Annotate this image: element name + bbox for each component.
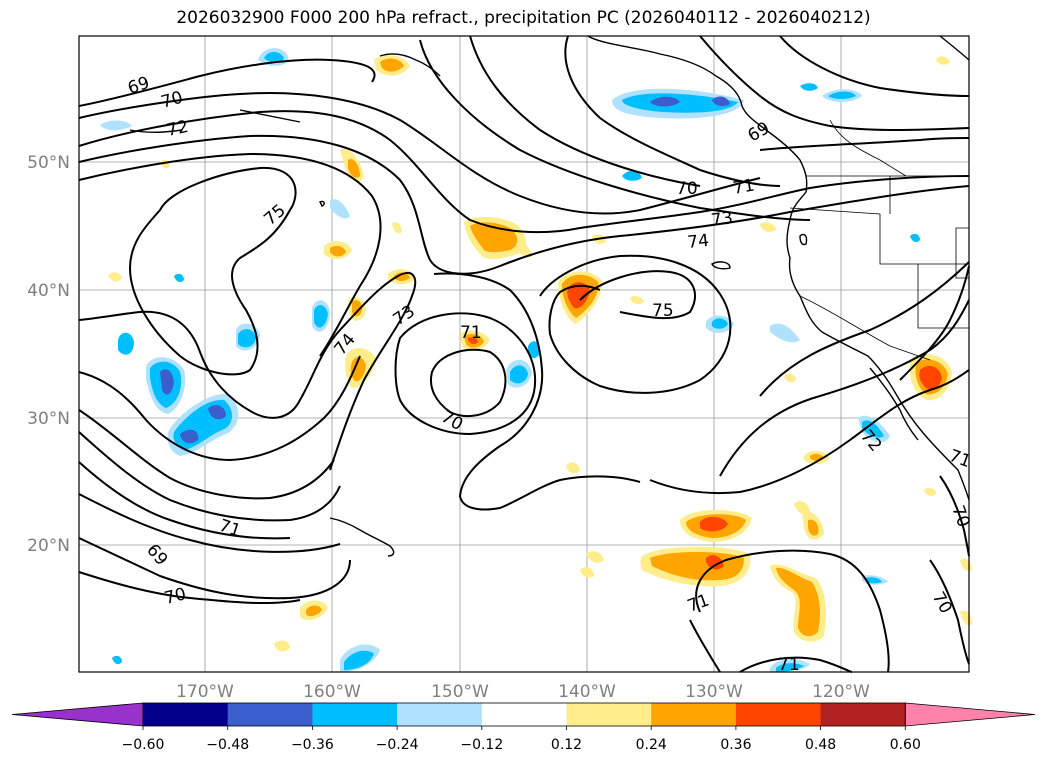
contour-label: 70 <box>162 584 188 609</box>
contour-lines <box>78 35 970 673</box>
contour-label: 70 <box>676 179 698 199</box>
colorbar-tick-label: −0.12 <box>460 737 503 753</box>
lon-label: 160°W <box>303 682 361 702</box>
colorbar-segment <box>566 703 652 726</box>
lat-label: 50°N <box>27 153 70 173</box>
map-frame <box>78 35 970 673</box>
colorbar-tick-label: −0.48 <box>206 737 249 753</box>
colorbar-tick-label: −0.36 <box>291 737 334 753</box>
lat-label: 30°N <box>27 409 70 429</box>
political-borders <box>789 119 970 361</box>
colorbar-segment <box>397 703 483 726</box>
colorbar-segment <box>227 703 313 726</box>
contour-label: 75 <box>260 201 289 230</box>
contour-label: 71 <box>778 655 800 675</box>
contour-label: 71 <box>460 323 482 343</box>
colorbar-segment <box>735 703 822 726</box>
colorbar-tick-label: 0.60 <box>890 737 921 753</box>
colorbar-tick-label: 0.36 <box>720 737 751 753</box>
contour-label: 73 <box>710 208 734 231</box>
precipitation-fills <box>100 48 972 672</box>
colorbar-segment <box>143 703 229 726</box>
contour-label: 70 <box>928 589 956 618</box>
lon-label: 140°W <box>558 682 616 702</box>
colorbar-extend-low <box>11 702 144 727</box>
colorbar-outline <box>142 702 906 727</box>
graticule <box>79 36 969 672</box>
contour-label: 71 <box>731 175 756 198</box>
lon-label: 130°W <box>685 682 743 702</box>
lat-label: 20°N <box>27 536 70 556</box>
colorbar-tick-label: −0.60 <box>122 737 165 753</box>
longitude-labels: 170°W 160°W 150°W 140°W 130°W 120°W <box>176 682 870 702</box>
contour-label: 74 <box>686 231 710 253</box>
colorbar: −0.60 −0.48 −0.36 −0.24 −0.12 0.12 0.24 0.36 0.4… <box>11 702 1036 753</box>
contour-label: 75 <box>652 301 674 321</box>
contour-label: 72 <box>165 117 190 141</box>
lon-label: 120°W <box>812 682 870 702</box>
contour-label: 69 <box>125 73 152 99</box>
contour-label: 71 <box>216 516 243 542</box>
lat-label: 40°N <box>27 281 70 301</box>
colorbar-segment <box>820 703 906 726</box>
colorbar-tick-label: 0.24 <box>636 737 667 753</box>
colorbar-segment <box>651 703 737 726</box>
colorbar-segment <box>312 703 398 726</box>
coastlines <box>129 35 970 557</box>
colorbar-tick-label: 0.48 <box>805 737 836 753</box>
colorbar-extend-high <box>904 702 1036 727</box>
contour-label: 71 <box>685 591 712 617</box>
map-title: 2026032900 F000 200 hPa refract., precip… <box>176 8 871 28</box>
contour-label: 70 <box>159 88 185 113</box>
colorbar-tick-label: 0.12 <box>551 737 582 753</box>
colorbar-tick-label: −0.24 <box>376 737 419 753</box>
lon-label: 150°W <box>431 682 489 702</box>
latitude-labels: 50°N 40°N 30°N 20°N <box>27 153 70 556</box>
contour-label: 69 <box>745 118 774 146</box>
lon-label: 170°W <box>176 682 234 702</box>
colorbar-segment <box>481 703 567 726</box>
